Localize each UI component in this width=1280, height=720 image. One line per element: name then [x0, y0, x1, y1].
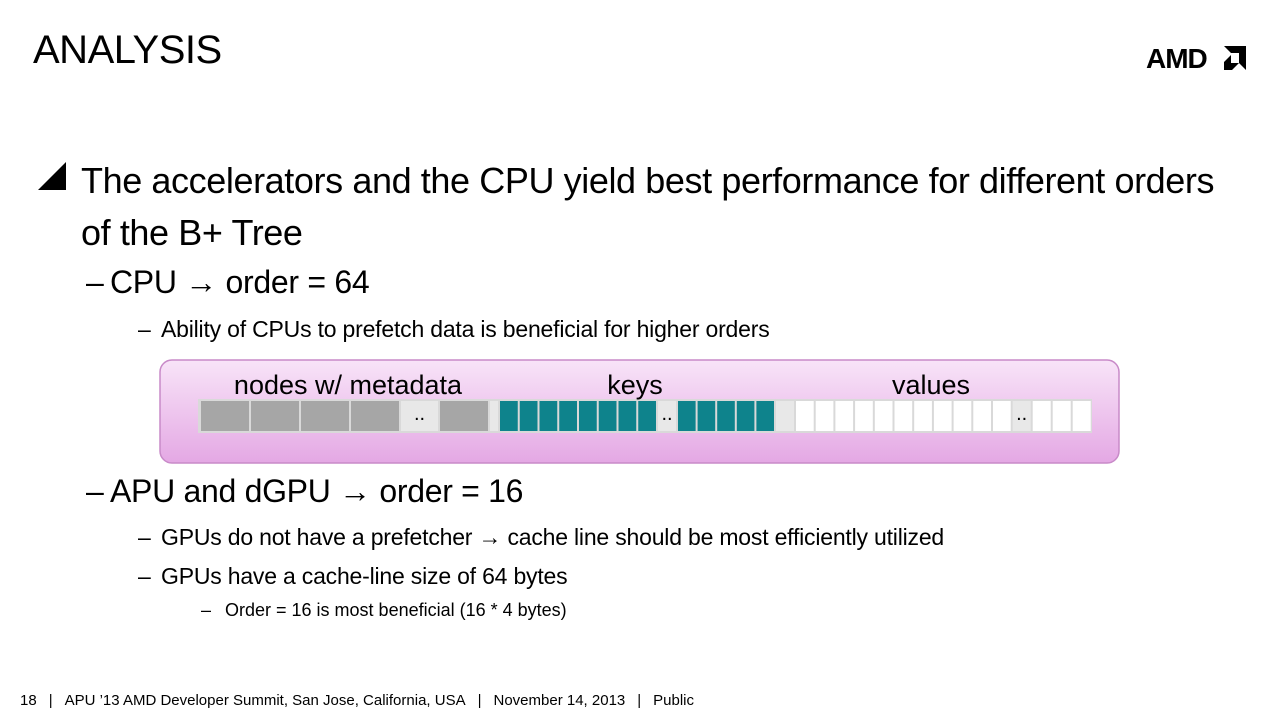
dash: – — [201, 600, 212, 620]
cell — [914, 401, 932, 431]
cell — [993, 401, 1011, 431]
cell — [201, 401, 249, 431]
cell — [835, 401, 854, 431]
slide-title: ANALYSIS — [33, 28, 222, 72]
cell — [251, 401, 299, 431]
gpu-sub-bullet: GPUs have a cache-line size of 64 bytes — [161, 563, 568, 589]
cpu-bullet: CPU → order = 64 — [110, 264, 370, 300]
cpu-sub-bullet: Ability of CPUs to prefetch data is bene… — [161, 316, 770, 342]
dash: – — [138, 524, 151, 550]
diagram-label: values — [892, 370, 970, 400]
cell — [351, 401, 399, 431]
cell — [301, 401, 349, 431]
cell — [618, 401, 637, 431]
cell — [953, 401, 972, 431]
cell — [1012, 401, 1031, 431]
cell — [796, 401, 814, 431]
cell — [933, 401, 952, 431]
amd-logo: AMD — [1146, 43, 1246, 72]
cell — [815, 401, 834, 431]
dash: – — [138, 316, 151, 342]
footer: 18 | APU ’13 AMD Developer Summit, San Jos… — [20, 692, 695, 709]
cell — [894, 401, 913, 431]
cell — [678, 401, 696, 431]
cell — [401, 401, 438, 431]
bullet-marker — [38, 162, 66, 190]
gpu-sub-sub-bullet: Order = 16 is most beneficial (16 * 4 by… — [225, 600, 567, 620]
diagram-label: keys — [607, 370, 663, 400]
cell — [658, 401, 676, 431]
gpu-bullet: APU and dGPU → order = 16 — [110, 473, 524, 509]
cell — [1032, 401, 1051, 431]
date: November 14, 2013 — [493, 692, 626, 709]
cell — [1052, 401, 1071, 431]
dash: – — [86, 264, 104, 300]
dash: – — [138, 563, 151, 589]
logo-text: AMD — [1146, 43, 1208, 72]
page-number: 18 — [20, 692, 37, 709]
cell — [756, 401, 774, 431]
ellipsis: .. — [1016, 403, 1027, 425]
cell — [490, 401, 498, 431]
cell — [638, 401, 656, 431]
main-bullet: The accelerators and the CPU yield best … — [81, 160, 1215, 253]
dash: – — [86, 473, 104, 509]
cell — [440, 401, 488, 431]
diagram-label: nodes w/ metadata — [234, 370, 463, 400]
cell — [1072, 401, 1091, 431]
gpu-sub-bullet: GPUs do not have a prefetcher → cache li… — [161, 524, 945, 550]
ellipsis: .. — [661, 403, 672, 425]
cell — [874, 401, 893, 431]
cell — [855, 401, 873, 431]
cell — [579, 401, 597, 431]
classification: Public — [653, 692, 695, 709]
cell-strip — [198, 399, 1092, 433]
cell — [539, 401, 558, 431]
cell — [973, 401, 991, 431]
cell — [598, 401, 617, 431]
cell — [717, 401, 735, 431]
event: APU ’13 AMD Developer Summit, San Jose, … — [64, 692, 466, 709]
cell — [519, 401, 538, 431]
cell — [776, 401, 794, 431]
cell — [736, 401, 755, 431]
cell — [697, 401, 716, 431]
logo-arrow — [1224, 46, 1246, 70]
diagram-box — [159, 359, 1120, 464]
cell — [559, 401, 577, 431]
ellipsis: .. — [414, 403, 425, 425]
cell — [500, 401, 518, 431]
